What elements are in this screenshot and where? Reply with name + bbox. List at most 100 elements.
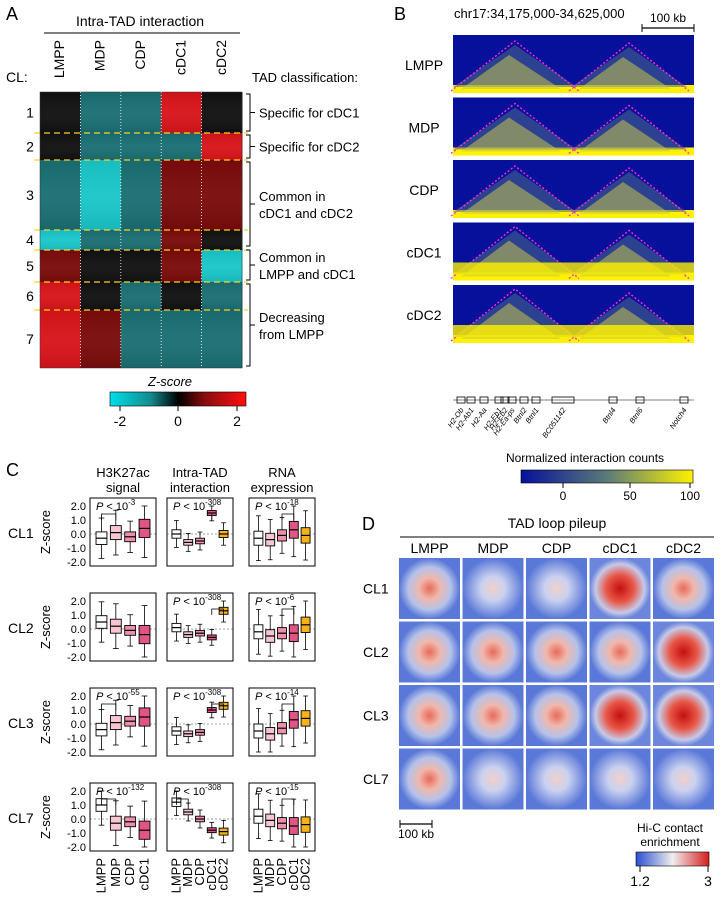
class-bracket [246,161,255,247]
class-bracket [246,283,255,367]
p-value-bracket [176,798,189,805]
heatmap-texture [201,230,243,250]
tad-core [461,180,561,214]
panel-c-ytick: -2.0 [67,747,86,759]
tad-boundary [568,42,690,92]
p-value: P < 10-6 [255,593,295,608]
gene-label: Btnl1 [523,406,540,425]
hic-diagonal [453,272,694,281]
panel-label-d: D [362,514,375,534]
heatmap-texture [201,250,243,282]
pileup-cell [462,685,524,746]
p-value-bracket [101,798,117,805]
pileup-cell [526,748,587,810]
tad-core [461,55,561,89]
panel-c-xlabel: CDP [274,858,289,885]
cluster-number: 5 [26,258,34,274]
heatmap-texture [80,250,122,282]
panel-c-row-label: CL2 [8,620,34,636]
panel-c-ytick: -2.0 [67,842,86,854]
heatmap-texture [161,250,203,282]
interaction-colorbar-title: Normalized interaction counts [506,451,664,465]
cluster-number: 7 [26,331,34,347]
panel-c-column-title: RNA [268,465,296,480]
class-bracket [246,249,255,281]
gene-body [551,396,575,404]
pileup-cell [589,748,651,810]
panel-c-xlabel: cDC1 [286,858,301,891]
heatmap-texture [161,133,203,160]
heatmap-column-label: LMPP [51,40,67,78]
panel-c-ytick: 1.0 [71,610,86,622]
scale-bar-label: 100 kb [650,11,686,25]
interaction-colorbar [520,469,694,484]
panel-b: chr17:34,175,000-34,625,000 100 kb LMPP M… [405,6,700,503]
zscore-title: Z-score [147,374,192,389]
class-label: Common in [259,250,325,265]
pileup-cell [526,685,587,746]
heatmap-texture [80,160,122,230]
panel-c-ytick: 1.0 [71,515,86,527]
hic-diagonal [453,85,694,93]
heatmap-texture [40,133,81,160]
heatmap-texture [80,133,122,160]
panel-c-ytick: 0.0 [71,624,86,636]
p-value-bracket [281,608,295,615]
class-label: Decreasing [259,310,325,325]
heatmap-texture [80,92,122,133]
enrichment-tick-high: 3 [704,873,712,889]
cluster-heatmap [34,91,248,369]
pileup-cell [589,621,651,683]
class-label: Common in [259,189,325,204]
heatmap-column-label: cDC2 [213,40,229,75]
pileup-row-label: CL3 [363,708,389,724]
gene-body [679,396,689,404]
tad-boundary [450,165,580,217]
pileup-cell [589,558,651,619]
zscore-tick-label: 2 [233,413,241,429]
heatmap-texture [120,282,162,310]
panel-c-row-label: CL1 [8,525,34,541]
pileup-cell [462,558,524,619]
heatmap-header: Intra-TAD interaction [76,13,204,29]
hic-row: cDC1 [406,222,694,281]
panel-c-ylabel: Z-score [38,700,53,744]
hic-diagonal [453,147,694,156]
tad-core [579,57,671,89]
heatmap-texture [161,160,203,230]
heatmap-texture [201,92,243,133]
cluster-number: 1 [26,105,34,121]
panel-c-ytick: 1.0 [71,705,86,717]
p-value: P < 10-132 [96,783,145,798]
panel-c-row-label: CL3 [8,715,34,731]
heatmap-texture [40,160,81,230]
panel-c-ytick: 2.0 [71,501,86,513]
heatmap-texture [120,160,162,230]
gene-body [479,396,489,404]
pileup-cell [526,621,587,683]
class-label: LMPP and cDC1 [259,267,356,282]
gene-label: Notch4 [668,406,689,431]
gene-track: H2-ObH2-Ab1H2-AaH2-Eb1H2-Eb2H2-Ea-psBtnl… [446,396,694,440]
hic-row-label: MDP [408,120,439,136]
p-value: P < 10-14 [255,688,299,703]
heatmap-texture [120,310,162,368]
heatmap-texture [40,230,81,250]
cluster-number: 2 [26,139,34,155]
panel-label-b: B [394,4,406,24]
panel-a: Intra-TAD interaction CL: LMPP MDP CDP cDC1… [6,13,359,429]
heatmap-texture [80,310,122,368]
heatmap-frame [39,91,243,369]
p-value: P < 10-308 [173,688,222,703]
panel-c-ytick: -2.0 [67,557,86,569]
heatmap-texture [80,282,122,310]
zscore-tick-label: 0 [174,413,182,429]
hic-row-label: cDC1 [406,245,441,261]
tad-boundary [450,102,580,155]
panel-label-c: C [6,460,19,480]
tad-core [579,182,671,214]
tad-boundary [450,288,580,342]
heatmap-texture [80,230,122,250]
heatmap-texture [201,310,243,368]
